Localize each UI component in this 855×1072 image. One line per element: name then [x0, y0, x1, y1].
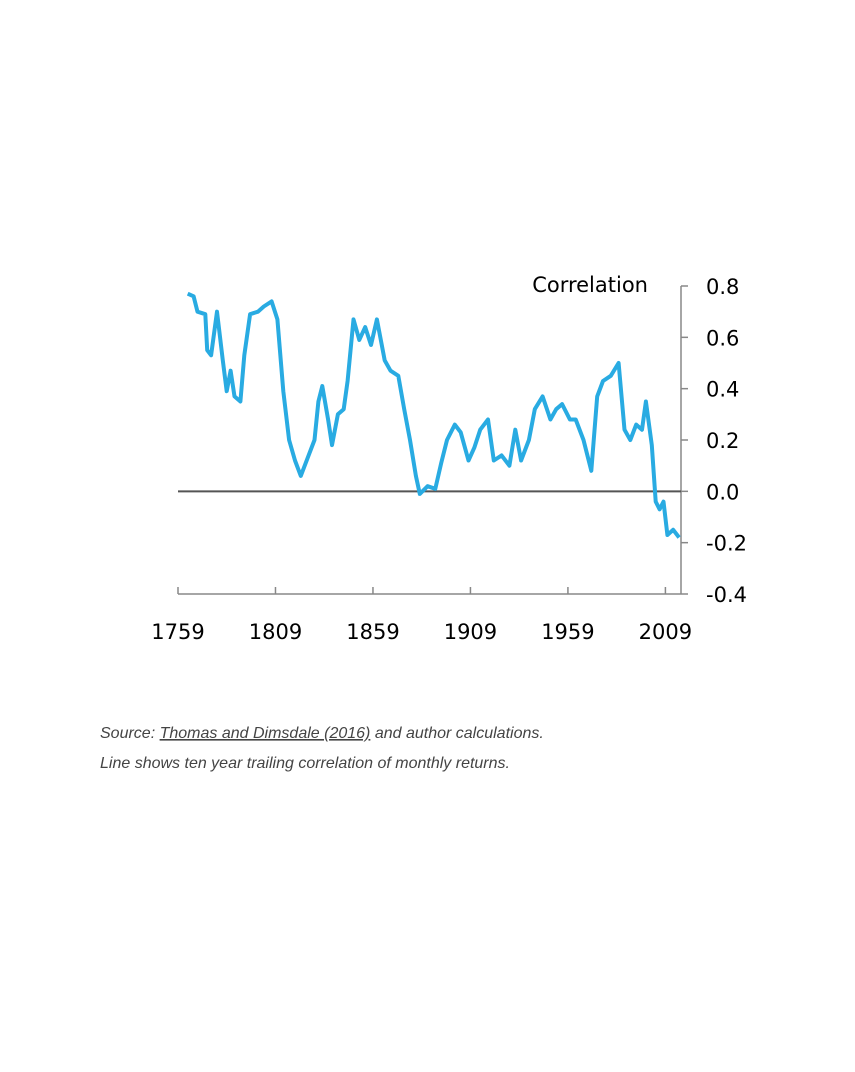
x-tick-label: 1759 — [151, 620, 204, 644]
x-tick-label: 1909 — [444, 620, 497, 644]
x-tick-label: 1859 — [346, 620, 399, 644]
y-tick-label: -0.4 — [706, 583, 747, 607]
x-tick-label: 1809 — [249, 620, 302, 644]
source-label: Source: — [100, 725, 155, 742]
y-tick-label: 0.2 — [706, 429, 739, 453]
note: Line shows ten year trailing correlation… — [100, 755, 510, 772]
y-tick-label: 0.8 — [706, 275, 739, 299]
source-link[interactable]: Thomas and Dimsdale (2016) — [160, 725, 371, 742]
source: Source: Thomas and Dimsdale (2016) and a… — [100, 725, 544, 742]
y-tick-label: 0.6 — [706, 326, 739, 350]
y-tick-label: 0.0 — [706, 480, 739, 504]
data-line — [186, 291, 681, 539]
y-tick-label: -0.2 — [706, 532, 747, 556]
y-axis-label: Correlation — [532, 273, 648, 297]
x-tick-label: 2009 — [639, 620, 692, 644]
source-rest: and author calculations. — [375, 725, 544, 742]
y-tick-label: 0.4 — [706, 378, 739, 402]
x-tick-label: 1959 — [541, 620, 594, 644]
